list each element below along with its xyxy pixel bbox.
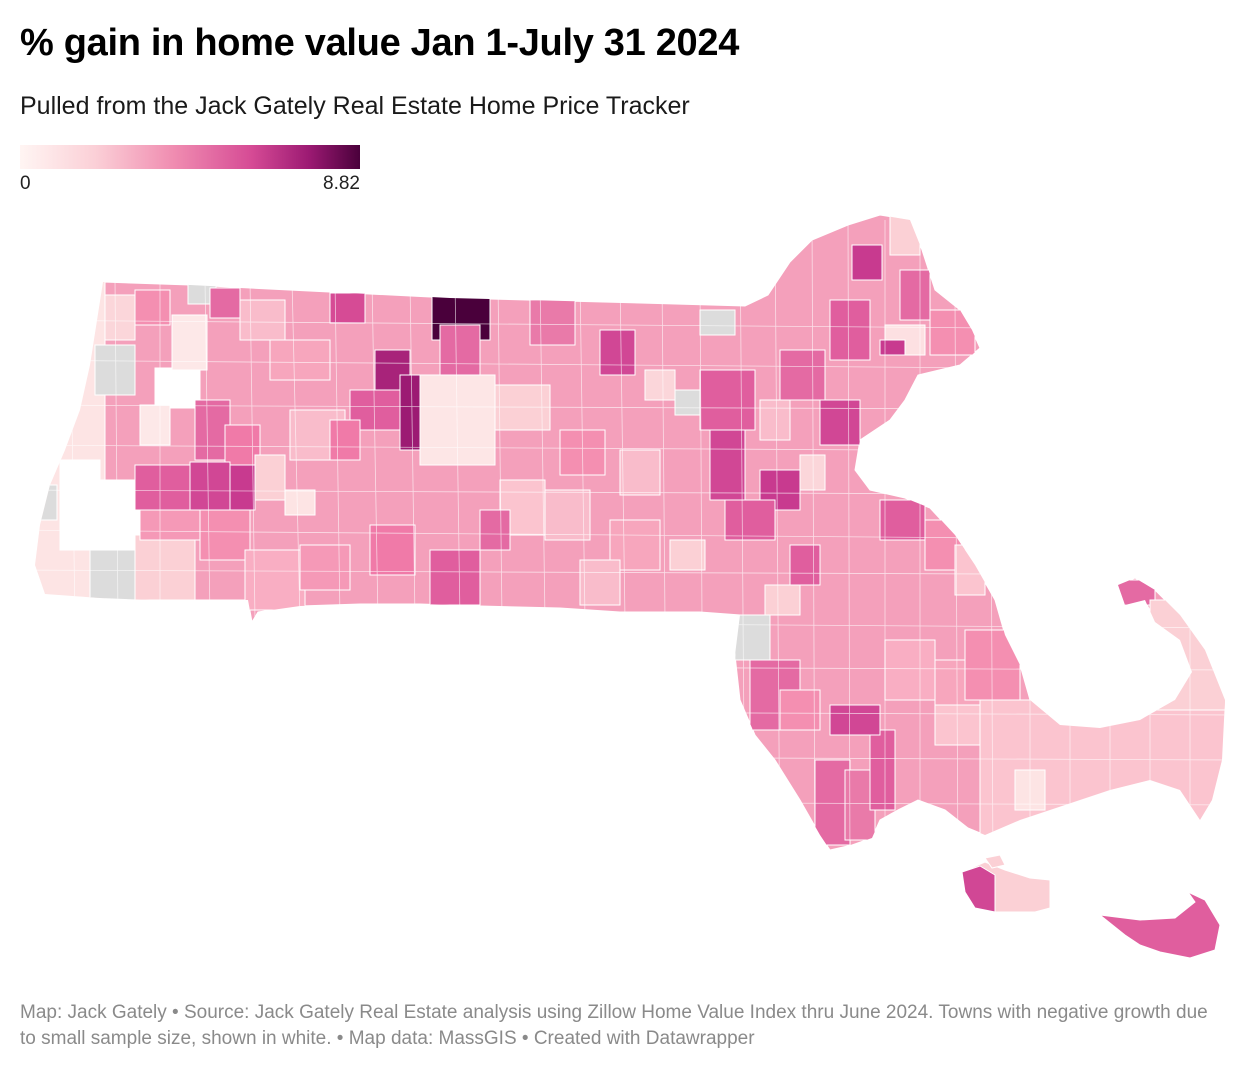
town-patch — [224, 424, 261, 471]
town-patch — [819, 399, 861, 446]
town-patch — [879, 339, 906, 356]
town-patch — [899, 269, 931, 321]
town-patch — [884, 639, 936, 701]
town-patch — [954, 544, 986, 596]
town-patch — [439, 324, 481, 376]
town-patch — [799, 454, 826, 491]
town-patch — [254, 454, 286, 501]
town-patch — [89, 549, 136, 601]
town-patch — [59, 459, 101, 551]
town-patch — [879, 499, 926, 541]
town-patch — [869, 729, 896, 811]
town-patch — [814, 759, 851, 846]
town-patch — [669, 539, 706, 571]
town-patch — [139, 509, 201, 541]
town-patch — [329, 419, 361, 461]
town-patch — [699, 309, 736, 336]
town-patch — [209, 287, 241, 319]
town-patch — [479, 509, 511, 551]
chart-subtitle: Pulled from the Jack Gately Real Estate … — [20, 92, 690, 120]
town-patch — [299, 544, 351, 591]
town-patch — [189, 461, 231, 513]
legend-max-label: 8.82 — [323, 173, 360, 194]
town-patch — [171, 314, 208, 371]
town-patch — [889, 215, 921, 256]
town-patch — [239, 299, 286, 341]
town-patch — [759, 399, 791, 441]
town-patch — [619, 449, 661, 496]
town-patch — [789, 544, 821, 586]
town-patch — [644, 369, 676, 401]
town-patch — [851, 244, 883, 281]
town-patch — [104, 294, 136, 341]
town-patch — [599, 329, 636, 376]
town-patch — [134, 534, 196, 601]
town-patch — [934, 704, 986, 746]
town-patch — [94, 344, 136, 396]
town-patch — [964, 629, 1021, 701]
town-patch — [609, 519, 661, 571]
town-patch — [674, 389, 701, 416]
town-patch — [709, 429, 746, 501]
town-patch — [139, 404, 171, 446]
town-patch — [779, 689, 821, 731]
town-patch — [779, 349, 826, 401]
town-patch — [284, 489, 316, 516]
town-patch — [529, 299, 576, 346]
color-legend: 0 8.82 — [20, 145, 360, 201]
town-patch — [229, 464, 256, 511]
town-patch — [764, 584, 801, 616]
town-patch — [544, 489, 591, 541]
town-patch — [269, 339, 331, 381]
town-patch — [734, 614, 771, 661]
town-patch — [929, 309, 976, 356]
legend-gradient-bar — [20, 145, 360, 169]
marthas-vineyard-west — [961, 865, 996, 913]
town-patch — [829, 299, 871, 361]
town-patch — [134, 464, 191, 511]
chart-footer-note: Map: Jack Gately • Source: Jack Gately R… — [20, 1002, 1208, 1049]
town-patch — [429, 549, 481, 606]
legend-min-label: 0 — [20, 173, 31, 194]
town-patch — [724, 499, 776, 541]
town-patch — [699, 369, 756, 431]
town-patch — [579, 559, 621, 606]
vineyard-north — [984, 854, 1006, 869]
town-patch — [134, 289, 171, 326]
town-patch — [199, 509, 251, 561]
chart-title: % gain in home value Jan 1-July 31 2024 — [20, 22, 740, 64]
town-patch — [829, 704, 881, 736]
town-patch — [154, 367, 201, 409]
nantucket — [1098, 890, 1221, 959]
